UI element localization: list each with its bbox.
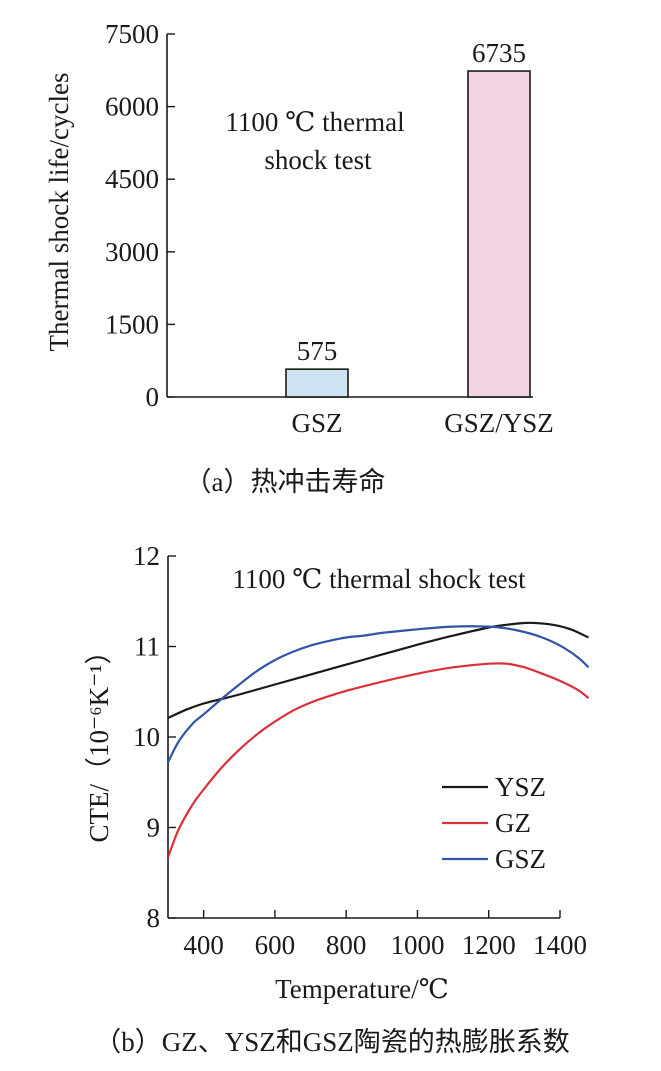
series-line-gsz <box>167 625 590 763</box>
bar-value-label: 575 <box>297 336 338 366</box>
bar-category-label: GSZ/YSZ <box>444 408 554 438</box>
line-x-tick-label: 1000 <box>390 930 444 960</box>
line-y-tick-label: 10 <box>133 722 160 752</box>
line-caption: （b）GZ、YSZ和GSZ陶瓷的热膨胀系数 <box>94 1027 570 1057</box>
bar-y-tick-label: 1500 <box>105 309 159 339</box>
line-x-axis-label: Temperature/℃ <box>275 974 449 1004</box>
bar-value-label: 6735 <box>472 38 526 68</box>
line-y-axis-label: CTE/（10⁻⁶K⁻¹） <box>84 637 114 842</box>
bar-y-tick-label: 4500 <box>105 164 159 194</box>
bar-y-tick-label: 7500 <box>105 19 159 49</box>
series-line-gz <box>166 662 590 858</box>
line-x-tick-label: 600 <box>255 930 296 960</box>
line-y-tick-label: 9 <box>147 813 161 843</box>
line-y-tick-label: 12 <box>133 541 160 571</box>
bar-y-tick-label: 0 <box>146 382 160 412</box>
line-chart-panel: CTE/（10⁻⁶K⁻¹） Temperature/℃ 1100 ℃ therm… <box>84 541 590 1057</box>
bar-category-label: GSZ <box>291 408 342 438</box>
series-line-ysz <box>167 621 589 719</box>
legend-label: GZ <box>495 808 531 838</box>
line-x-tick-label: 1400 <box>533 930 587 960</box>
line-annotation: 1100 ℃ thermal shock test <box>232 564 526 594</box>
bar-y-tick-label: 6000 <box>105 92 159 122</box>
bar-y-axis-label: Thermal shock life/cycles <box>44 73 74 352</box>
line-y-tick-label: 11 <box>134 632 160 662</box>
bar <box>285 368 349 398</box>
legend-label: GSZ <box>495 844 546 874</box>
bar-annotation-line-1: 1100 ℃ thermal <box>225 107 404 137</box>
bar-caption: （a）热冲击寿命 <box>185 467 386 497</box>
bar-y-tick-label: 3000 <box>105 237 159 267</box>
line-y-tick-label: 8 <box>147 903 161 933</box>
bar-chart-panel: Thermal shock life/cycles 1100 ℃ thermal… <box>44 19 554 497</box>
line-x-tick-label: 1200 <box>462 930 516 960</box>
line-x-tick-label: 800 <box>326 930 367 960</box>
bar <box>467 70 531 398</box>
line-x-tick-label: 400 <box>183 930 224 960</box>
bar-annotation-line-2: shock test <box>264 145 372 175</box>
legend-label: YSZ <box>495 772 546 802</box>
